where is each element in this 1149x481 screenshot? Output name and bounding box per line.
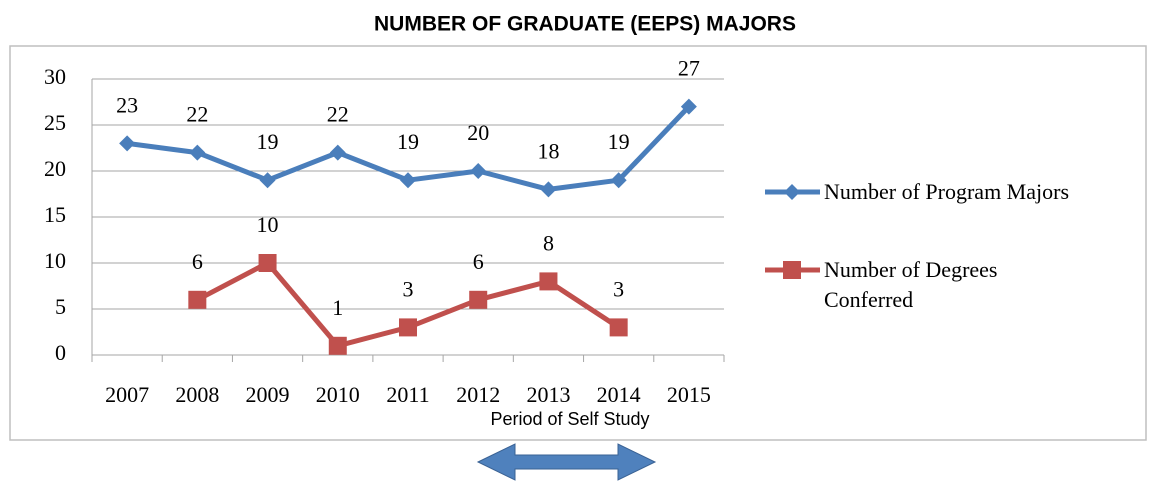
x-tick-label: 2007	[105, 382, 149, 407]
data-point	[469, 290, 488, 309]
data-point	[609, 318, 628, 337]
data-label: 6	[473, 249, 484, 274]
x-tick-label: 2009	[246, 382, 290, 407]
data-point	[258, 254, 277, 272]
legend-label: Number of Program Majors	[824, 179, 1070, 204]
data-point	[680, 98, 697, 115]
x-tick-label: 2008	[175, 382, 219, 407]
data-label: 22	[186, 102, 208, 127]
data-point	[540, 181, 557, 198]
legend-marker	[784, 184, 800, 200]
legend-label: Number of Degrees Conferred	[824, 257, 998, 312]
period-arrow	[476, 443, 657, 481]
x-tick-label: 2011	[386, 382, 429, 407]
data-point	[399, 318, 417, 337]
y-tick-label: 25	[44, 110, 66, 135]
y-tick-label: 30	[44, 64, 66, 89]
x-tick-label: 2014	[597, 382, 641, 407]
data-point	[119, 135, 136, 152]
legend-marker	[783, 261, 801, 279]
data-point	[188, 290, 207, 309]
y-tick-label: 20	[44, 156, 66, 181]
data-label: 19	[257, 129, 279, 154]
data-point	[328, 336, 347, 355]
data-label: 19	[397, 129, 419, 154]
chart-frame	[9, 45, 1147, 441]
x-tick-label: 2010	[316, 382, 360, 407]
x-tick-label: 2015	[667, 382, 711, 407]
data-label: 3	[403, 276, 414, 301]
data-point	[329, 144, 346, 161]
data-point	[400, 172, 416, 189]
y-tick-label: 15	[44, 202, 66, 227]
data-label: 22	[327, 102, 349, 127]
data-label: 1	[332, 295, 343, 320]
data-label: 3	[613, 276, 624, 301]
x-tick-label: 2013	[526, 382, 570, 407]
data-point	[610, 172, 627, 189]
chart-title: NUMBER OF GRADUATE (EEPS) MAJORS	[374, 13, 796, 36]
data-label: 10	[257, 212, 279, 237]
data-label: 8	[543, 230, 554, 255]
data-point	[259, 172, 276, 189]
data-label: 23	[116, 92, 138, 117]
x-tick-label: 2012	[456, 382, 500, 407]
data-label: 19	[608, 129, 630, 154]
y-tick-label: 0	[55, 340, 66, 365]
y-tick-label: 10	[44, 248, 66, 273]
data-point	[189, 144, 206, 161]
data-label: 18	[537, 138, 559, 163]
y-tick-label: 5	[55, 294, 66, 319]
data-point	[470, 163, 487, 179]
data-label: 20	[467, 120, 489, 145]
data-label: 27	[678, 56, 700, 81]
data-point	[539, 272, 558, 291]
annotation: Period of Self Study	[490, 409, 649, 429]
data-label: 6	[192, 249, 203, 274]
